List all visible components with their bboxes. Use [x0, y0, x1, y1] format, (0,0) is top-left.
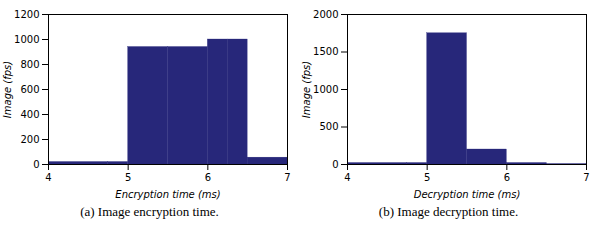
svg-text:Image (fps): Image (fps) [301, 61, 312, 118]
svg-text:Decryption time (ms): Decryption time (ms) [414, 189, 521, 200]
svg-text:2000: 2000 [313, 9, 338, 20]
svg-text:4: 4 [45, 172, 51, 183]
svg-text:Encryption time (ms): Encryption time (ms) [115, 189, 220, 200]
svg-text:600: 600 [20, 84, 39, 95]
svg-text:4: 4 [344, 172, 350, 183]
svg-text:800: 800 [20, 59, 39, 70]
svg-text:1500: 1500 [313, 46, 338, 57]
svg-text:1200: 1200 [14, 9, 39, 20]
svg-text:5: 5 [424, 172, 430, 183]
svg-text:500: 500 [319, 121, 338, 132]
svg-text:6: 6 [205, 172, 211, 183]
svg-text:7: 7 [583, 172, 589, 183]
svg-text:7: 7 [284, 172, 290, 183]
svg-text:1000: 1000 [14, 34, 39, 45]
svg-text:5: 5 [125, 172, 131, 183]
svg-text:0: 0 [33, 159, 39, 170]
svg-text:200: 200 [20, 134, 39, 145]
svg-text:6: 6 [504, 172, 510, 183]
html-text:(b) Image decryption time.: (b) Image decryption time. [378, 204, 519, 219]
svg-text:400: 400 [20, 109, 39, 120]
svg-text:1000: 1000 [313, 84, 338, 95]
svg-text:0: 0 [332, 159, 338, 170]
svg-text:Image (fps): Image (fps) [2, 61, 13, 118]
html-text:(a) Image encryption time.: (a) Image encryption time. [80, 204, 219, 219]
